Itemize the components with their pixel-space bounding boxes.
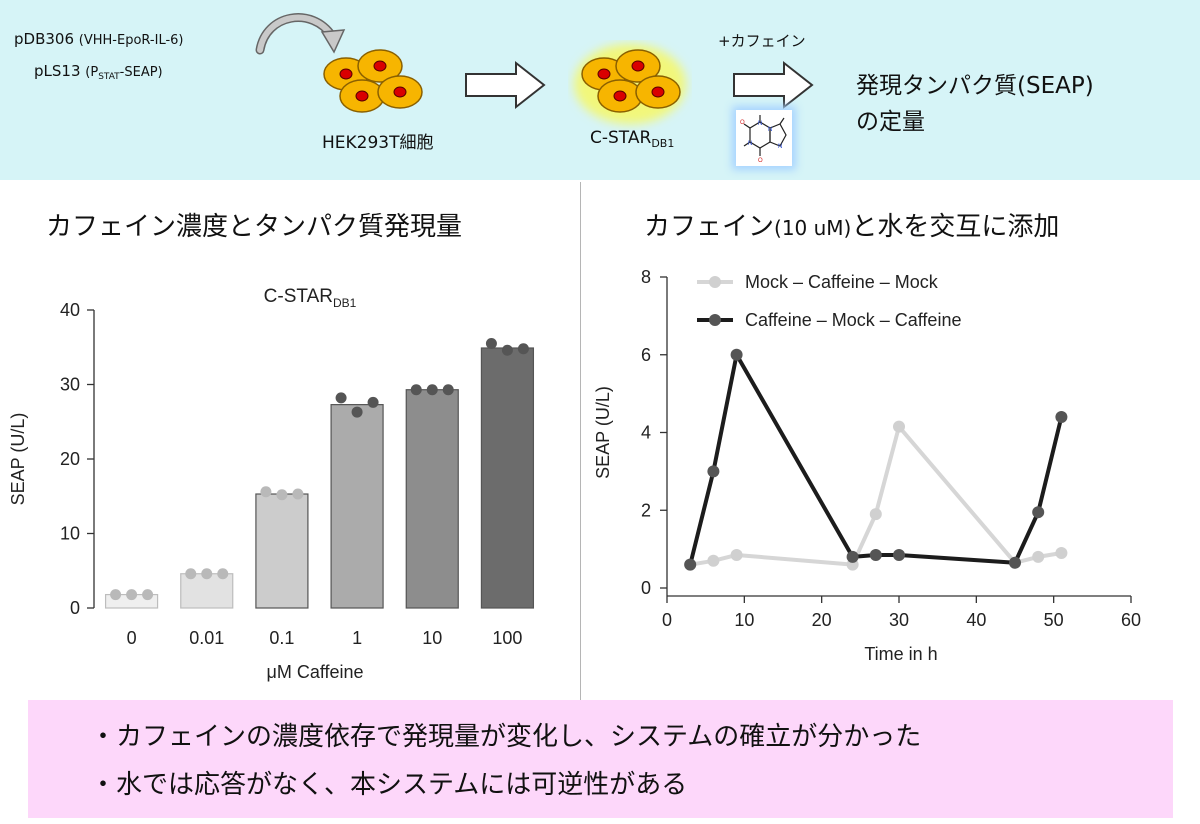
data-point [1009,556,1021,569]
x-axis-label: μM Caffeine [266,662,363,682]
y-tick-label: 0 [70,598,80,618]
legend-label: Caffeine – Mock – Caffeine [745,310,961,330]
data-point [730,548,743,561]
data-point [869,548,882,561]
svg-text:O: O [758,158,763,164]
data-point [707,554,720,567]
x-tick-label: 0 [662,610,672,630]
legend-label: Mock – Caffeine – Mock [745,272,939,292]
series-line [688,352,1064,566]
x-tick-label: 100 [492,628,522,648]
data-point [142,589,154,601]
y-tick-label: 10 [60,524,80,544]
data-point [1055,410,1068,423]
x-tick-label: 60 [1121,610,1141,630]
data-point [201,568,213,580]
legend-marker [709,276,721,288]
data-point [217,568,229,580]
svg-text:N: N [748,141,752,147]
data-point [730,348,743,361]
data-point [485,338,497,350]
y-tick-label: 30 [60,375,80,395]
cstar-cells-icon [574,44,686,124]
data-point [1032,550,1045,563]
x-axis-label: Time in h [864,644,937,664]
hek293t-label: HEK293T細胞 [322,133,434,153]
cstar-label: C-STARDB1 [590,128,675,150]
caffeine-dose-bar-chart: 0 10 20 30 40 SEAP (U/L) C-STARDB1 0 0.01 0.1 1 10 1… [8,286,535,682]
data-point [185,568,197,580]
result-line-2: の定量 [856,109,925,135]
data-point [707,465,720,478]
conclusion-panel [28,700,1173,818]
y-tick-label: 40 [60,300,80,320]
data-point [426,384,438,396]
y-axis-label: SEAP (U/L) [8,413,28,506]
y-tick-label: 2 [641,500,651,520]
bar [405,389,459,609]
y-tick-label: 4 [641,423,651,443]
data-point [335,392,347,404]
data-point [517,343,529,355]
data-point [1032,506,1045,519]
data-point [367,396,379,408]
y-tick-label: 20 [60,449,80,469]
alternating-caffeine-line-chart: 0 2 4 6 8 0 10 20 30 40 50 60 SEAP (U/L) Time in h Moc… [593,267,1141,664]
x-tick-label: 30 [889,610,909,630]
data-point [1055,547,1068,560]
svg-text:N: N [758,121,762,127]
y-tick-label: 8 [641,267,651,287]
arrow-right-icon [733,60,814,110]
data-point [684,558,697,571]
x-tick-label: 0.01 [189,628,224,648]
svg-text:N: N [768,127,772,133]
left-section-title: カフェイン濃度とタンパク質発現量 [46,212,463,242]
data-point [110,589,122,601]
data-point [893,420,905,433]
data-point [846,550,859,563]
plasmid-2-label: pLS13 (PSTAT-SEAP) [34,62,163,82]
panel-divider [580,182,581,704]
svg-text:N: N [778,144,782,150]
caffeine-add-label: +カフェイン [718,32,806,50]
x-tick-label: 1 [352,628,362,648]
chart-title: C-STARDB1 [264,286,357,310]
svg-text:O: O [740,120,745,126]
data-point [410,384,422,396]
y-tick-label: 0 [641,578,651,598]
x-tick-label: 40 [966,610,986,630]
series-line [689,424,1062,567]
plasmid-1-label: pDB306 (VHH-EpoR-IL-6) [14,30,184,48]
data-point [501,344,513,356]
legend-marker [709,314,721,326]
data-point [260,486,272,498]
hek293t-cells-icon [323,49,423,113]
data-point [276,489,288,501]
bar [255,493,309,609]
x-tick-label: 0.1 [269,628,294,648]
bar [480,347,535,609]
result-line-1: 発現タンパク質(SEAP) [856,73,1094,99]
arrow-right-icon [465,60,546,110]
x-tick-label: 10 [734,610,754,630]
data-point [292,488,304,500]
data-point [126,589,138,601]
transfection-arrow-icon [255,13,346,55]
data-point [351,406,363,418]
data-point [869,508,882,521]
x-tick-label: 50 [1044,610,1064,630]
x-tick-label: 10 [422,628,442,648]
conclusion-line-2: ・水では応答がなく、本システムには可逆性がある [90,770,688,800]
x-tick-label: 0 [127,628,137,648]
data-point [442,384,454,396]
conclusion-line-1: ・カフェインの濃度依存で発現量が変化し、システムの確立が分かった [90,722,922,752]
x-tick-label: 20 [812,610,832,630]
data-point [893,548,905,561]
right-section-title: カフェイン(10 uM)と水を交互に添加 [644,212,1060,242]
y-tick-label: 6 [641,345,651,365]
bar [330,404,384,609]
y-axis-label: SEAP (U/L) [593,386,613,479]
